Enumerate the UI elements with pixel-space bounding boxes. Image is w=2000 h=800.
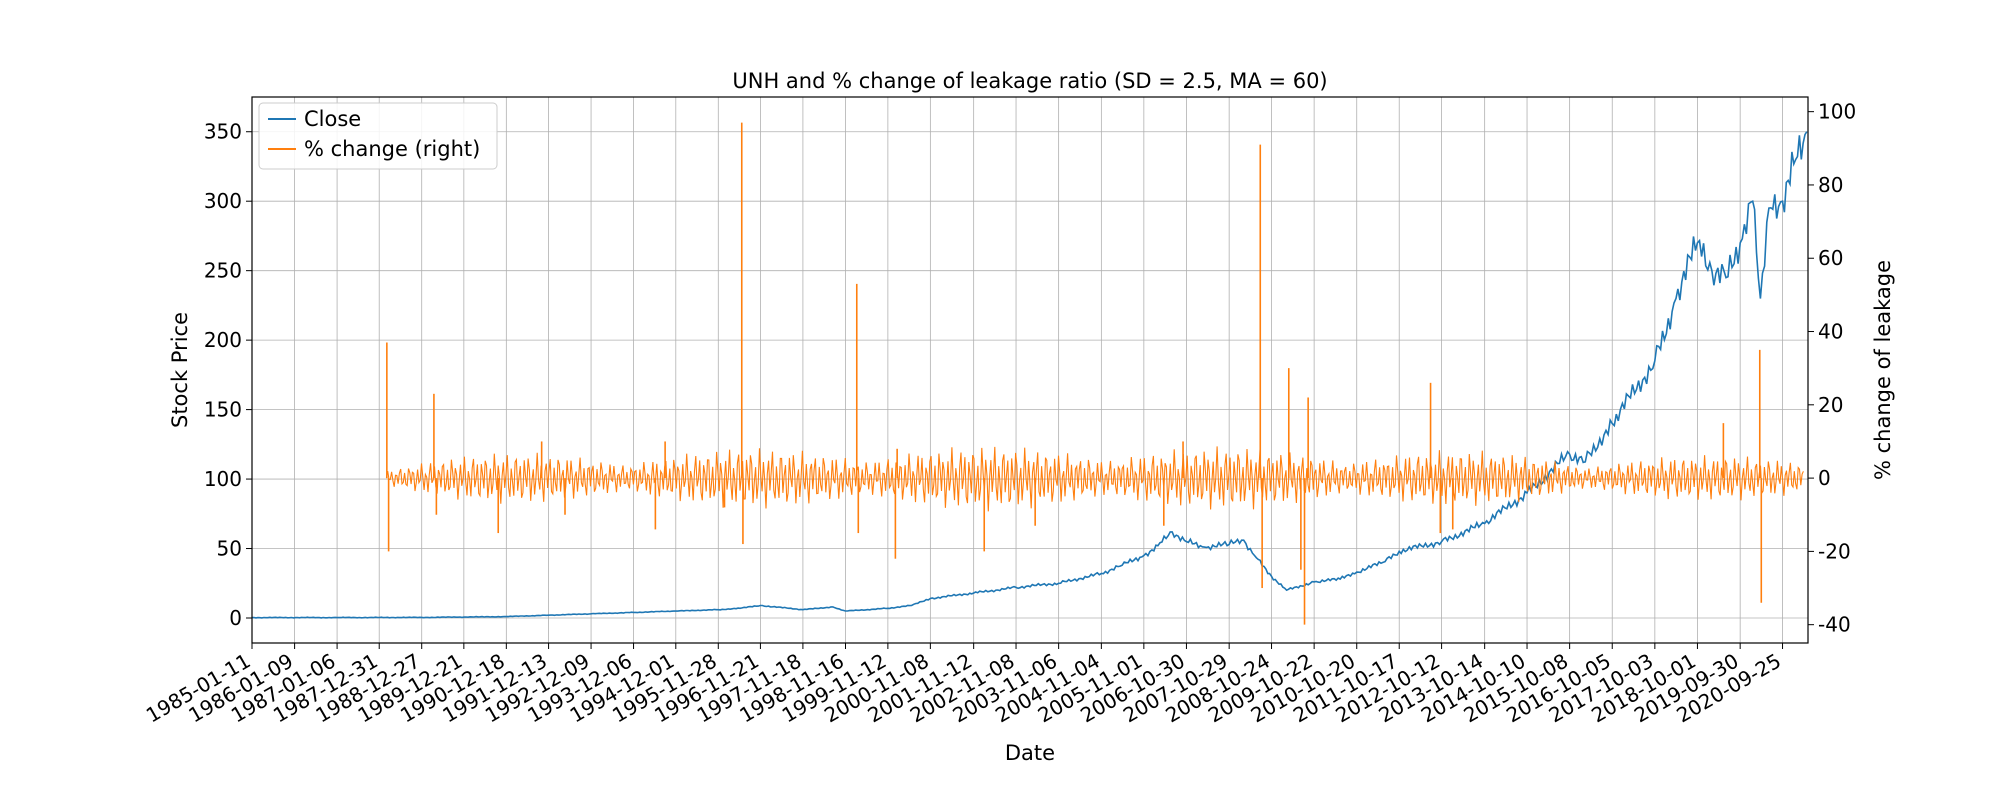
y-tick-label: 200 [204, 328, 242, 352]
close-line [251, 131, 1808, 619]
y-tick-label: 0 [229, 606, 242, 630]
legend-label-close: Close [304, 107, 361, 131]
y-right-tick-label: 80 [1818, 173, 1843, 197]
y-tick-label: 300 [204, 189, 242, 213]
y-right-tick-label: 100 [1818, 100, 1856, 124]
legend: Close % change (right) [258, 102, 498, 170]
y-tick-label: 150 [204, 398, 242, 422]
legend-box [258, 102, 498, 170]
right-axis: -40 -20 0 20 40 60 80 100 [1808, 100, 1856, 637]
plot-frame [251, 96, 1809, 644]
y-axis-title: Stock Price [168, 312, 192, 428]
y-tick-label: 250 [204, 259, 242, 283]
y-right-tick-label: 20 [1818, 393, 1843, 417]
y-tick-label: 50 [217, 537, 242, 561]
y-tick-label: 350 [204, 120, 242, 144]
y-right-tick-label: 60 [1818, 246, 1843, 270]
left-axis: 0 50 100 150 200 250 300 350 [204, 120, 252, 630]
x-axis: 1985-01-111986-01-091987-01-061987-12-31… [142, 643, 1785, 727]
y-axis-right-title: % change of leakage [1871, 260, 1895, 480]
y-right-tick-label: 40 [1818, 320, 1843, 344]
pct-change-line [385, 446, 1804, 512]
legend-label-pct: % change (right) [304, 137, 480, 161]
x-axis-title: Date [1005, 741, 1055, 765]
y-tick-label: 100 [204, 467, 242, 491]
y-right-tick-label: 0 [1818, 466, 1831, 490]
series-pct-change [385, 122, 1804, 625]
series-close [251, 131, 1808, 619]
chart-title: UNH and % change of leakage ratio (SD = … [732, 69, 1327, 93]
y-right-tick-label: -40 [1818, 613, 1851, 637]
y-right-tick-label: -20 [1818, 539, 1851, 563]
